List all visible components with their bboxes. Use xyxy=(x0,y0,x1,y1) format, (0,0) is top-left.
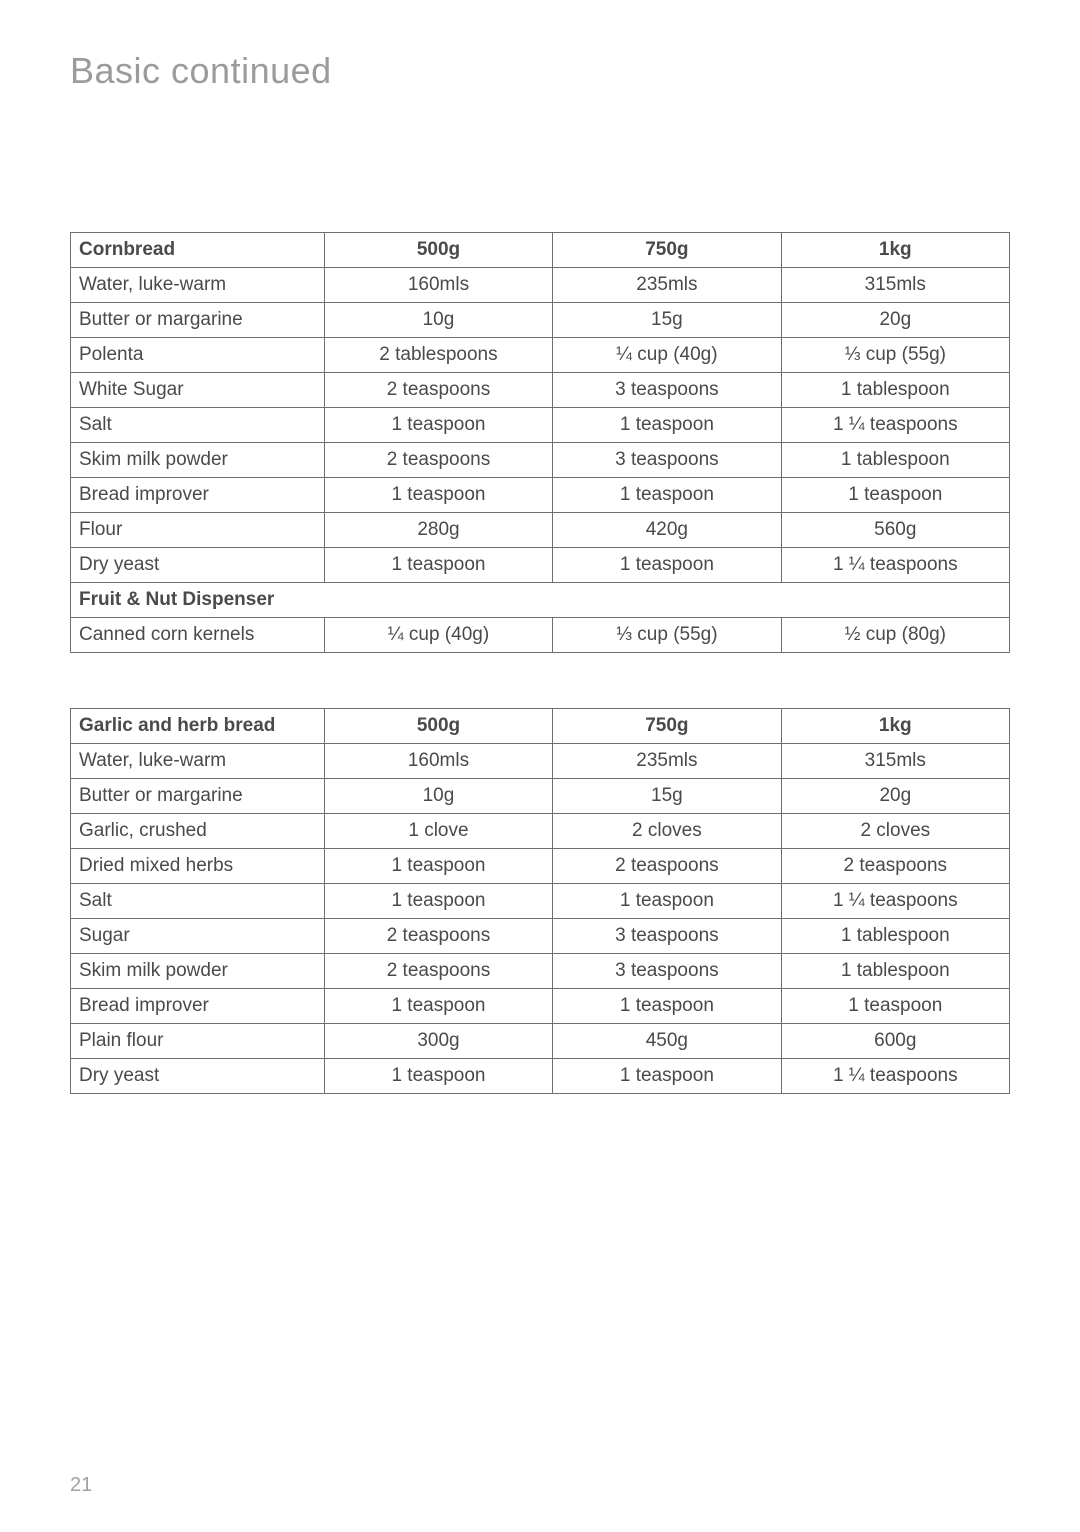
ingredient-name: Dried mixed herbs xyxy=(71,849,325,884)
ingredient-name: Salt xyxy=(71,884,325,919)
ingredient-amount: 15g xyxy=(553,779,781,814)
recipe-table: Garlic and herb bread500g750g1kg Water, l… xyxy=(70,708,1010,1094)
ingredient-amount: 2 teaspoons xyxy=(324,443,552,478)
ingredient-amount: 2 cloves xyxy=(781,814,1009,849)
ingredient-amount: 600g xyxy=(781,1024,1009,1059)
ingredient-amount: 1 teaspoon xyxy=(324,884,552,919)
ingredient-amount: 1 teaspoon xyxy=(324,989,552,1024)
ingredient-amount: 3 teaspoons xyxy=(553,919,781,954)
ingredient-name: Dry yeast xyxy=(71,548,325,583)
ingredient-amount: 1 ¼ teaspoons xyxy=(781,884,1009,919)
ingredient-name: Bread improver xyxy=(71,478,325,513)
ingredient-amount: 1 teaspoon xyxy=(324,548,552,583)
table-header-size: 500g xyxy=(324,709,552,744)
ingredient-amount: 1 tablespoon xyxy=(781,443,1009,478)
ingredient-name: Butter or margarine xyxy=(71,779,325,814)
ingredient-name: Skim milk powder xyxy=(71,954,325,989)
ingredient-name: Polenta xyxy=(71,338,325,373)
ingredient-amount: 160mls xyxy=(324,744,552,779)
ingredient-name: Salt xyxy=(71,408,325,443)
ingredient-amount: 420g xyxy=(553,513,781,548)
ingredient-amount: 300g xyxy=(324,1024,552,1059)
ingredient-amount: 450g xyxy=(553,1024,781,1059)
ingredient-amount: 15g xyxy=(553,303,781,338)
table-header-size: 750g xyxy=(553,709,781,744)
table-section-header: Fruit & Nut Dispenser xyxy=(71,583,1010,618)
ingredient-amount: 235mls xyxy=(553,268,781,303)
ingredient-name: Garlic, crushed xyxy=(71,814,325,849)
ingredient-amount: 1 teaspoon xyxy=(553,478,781,513)
ingredient-amount: 1 teaspoon xyxy=(553,989,781,1024)
ingredient-amount: ¼ cup (40g) xyxy=(553,338,781,373)
table-header-size: 1kg xyxy=(781,709,1009,744)
table-header-size: 750g xyxy=(553,233,781,268)
ingredient-name: Flour xyxy=(71,513,325,548)
ingredient-amount: 2 teaspoons xyxy=(324,919,552,954)
ingredient-amount: 2 cloves xyxy=(553,814,781,849)
ingredient-amount: 2 teaspoons xyxy=(781,849,1009,884)
ingredient-amount: 10g xyxy=(324,779,552,814)
ingredient-name: Water, luke-warm xyxy=(71,268,325,303)
ingredient-amount: 1 tablespoon xyxy=(781,373,1009,408)
ingredient-amount: 3 teaspoons xyxy=(553,954,781,989)
ingredient-amount: 2 teaspoons xyxy=(324,373,552,408)
ingredient-amount: 3 teaspoons xyxy=(553,373,781,408)
page: Basic continued Cornbread500g750g1kgWate… xyxy=(0,0,1080,1532)
ingredient-amount: 1 tablespoon xyxy=(781,954,1009,989)
ingredient-amount: 1 tablespoon xyxy=(781,919,1009,954)
page-title: Basic continued xyxy=(70,50,1010,92)
ingredient-amount: 1 teaspoon xyxy=(553,884,781,919)
tables-container: Cornbread500g750g1kgWater, luke-warm160m… xyxy=(70,232,1010,1094)
ingredient-amount: ⅓ cup (55g) xyxy=(781,338,1009,373)
ingredient-amount: 235mls xyxy=(553,744,781,779)
table-header-name: Garlic and herb bread xyxy=(71,709,325,744)
ingredient-amount: 10g xyxy=(324,303,552,338)
ingredient-name: Bread improver xyxy=(71,989,325,1024)
ingredient-name: Butter or margarine xyxy=(71,303,325,338)
ingredient-amount: 1 teaspoon xyxy=(781,989,1009,1024)
ingredient-name: Plain flour xyxy=(71,1024,325,1059)
ingredient-amount: 1 ¼ teaspoons xyxy=(781,548,1009,583)
ingredient-amount: 1 clove xyxy=(324,814,552,849)
ingredient-amount: 160mls xyxy=(324,268,552,303)
table-header-size: 500g xyxy=(324,233,552,268)
ingredient-amount: 20g xyxy=(781,303,1009,338)
recipe-table: Cornbread500g750g1kg Water, luke-warm160m… xyxy=(70,232,1010,653)
ingredient-name: White Sugar xyxy=(71,373,325,408)
ingredient-amount: 1 teaspoon xyxy=(324,478,552,513)
ingredient-name: Canned corn kernels xyxy=(71,618,325,653)
ingredient-amount: 560g xyxy=(781,513,1009,548)
table-header-size: 1kg xyxy=(781,233,1009,268)
ingredient-amount: 1 teaspoon xyxy=(781,478,1009,513)
ingredient-amount: ⅓ cup (55g) xyxy=(553,618,781,653)
ingredient-amount: 1 ¼ teaspoons xyxy=(781,408,1009,443)
ingredient-amount: 1 teaspoon xyxy=(553,408,781,443)
page-number: 21 xyxy=(70,1474,92,1497)
ingredient-amount: 1 teaspoon xyxy=(553,548,781,583)
ingredient-amount: 1 teaspoon xyxy=(553,1059,781,1094)
table-header-name: Cornbread xyxy=(71,233,325,268)
ingredient-amount: ¼ cup (40g) xyxy=(324,618,552,653)
ingredient-name: Water, luke-warm xyxy=(71,744,325,779)
ingredient-amount: 2 teaspoons xyxy=(553,849,781,884)
ingredient-amount: 2 teaspoons xyxy=(324,954,552,989)
ingredient-amount: ½ cup (80g) xyxy=(781,618,1009,653)
ingredient-amount: 315mls xyxy=(781,744,1009,779)
ingredient-amount: 3 teaspoons xyxy=(553,443,781,478)
ingredient-amount: 1 ¼ teaspoons xyxy=(781,1059,1009,1094)
ingredient-amount: 1 teaspoon xyxy=(324,1059,552,1094)
ingredient-amount: 1 teaspoon xyxy=(324,408,552,443)
ingredient-name: Skim milk powder xyxy=(71,443,325,478)
ingredient-name: Dry yeast xyxy=(71,1059,325,1094)
ingredient-amount: 280g xyxy=(324,513,552,548)
ingredient-name: Sugar xyxy=(71,919,325,954)
ingredient-amount: 1 teaspoon xyxy=(324,849,552,884)
ingredient-amount: 2 tablespoons xyxy=(324,338,552,373)
ingredient-amount: 315mls xyxy=(781,268,1009,303)
ingredient-amount: 20g xyxy=(781,779,1009,814)
